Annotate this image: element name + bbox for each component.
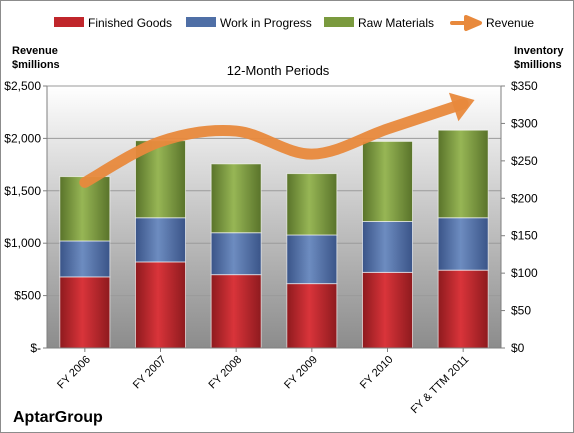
bar-segment-raw-materials (286, 173, 338, 236)
legend-swatch-raw-materials (324, 17, 354, 27)
bar-segment-raw-materials (210, 163, 262, 234)
bar-segment-raw-materials (362, 140, 413, 222)
revenue-arrowhead (448, 92, 475, 122)
bar-segment-finished-goods (362, 271, 413, 349)
bar-segment-finished-goods (210, 274, 262, 349)
right-tick-label: $100 (511, 266, 538, 280)
bar-segment-work-in-progress (286, 234, 338, 285)
left-tick-label: $2,500 (4, 79, 41, 93)
right-axis-title-line1: Inventory (514, 45, 564, 57)
legend-label-work-in-progress: Work in Progress (220, 16, 312, 30)
chart-title: 12-Month Periods (227, 63, 330, 78)
bar-segment-work-in-progress (437, 217, 489, 271)
bar-segment-work-in-progress (362, 220, 413, 273)
bar-segment-finished-goods (286, 283, 338, 349)
legend-label-finished-goods: Finished Goods (88, 16, 172, 30)
company-name: AptarGroup (13, 409, 103, 426)
bar-segment-work-in-progress (210, 232, 262, 276)
right-axis-title-line2: $millions (514, 59, 562, 71)
right-tick-label: $350 (511, 79, 538, 93)
bar-segment-raw-materials (437, 129, 489, 219)
bar-segment-work-in-progress (135, 217, 186, 263)
legend: Finished Goods Work in Progress Raw Mate… (54, 15, 534, 31)
right-tick-label: $200 (511, 191, 538, 205)
legend-swatch-work-in-progress (186, 17, 216, 27)
right-tick-label: $300 (511, 116, 538, 130)
left-tick-label: $2,000 (4, 131, 41, 145)
left-tick-label: $1,500 (4, 184, 41, 198)
right-tick-label: $0 (511, 341, 525, 355)
right-tick-label: $250 (511, 154, 538, 168)
right-tick-label: $50 (511, 304, 531, 318)
legend-label-revenue: Revenue (486, 16, 534, 30)
bar-segment-finished-goods (59, 276, 111, 349)
line-layer (79, 92, 475, 188)
legend-swatch-revenue (450, 15, 482, 31)
bar-segment-work-in-progress (59, 240, 111, 278)
plot-background (47, 86, 501, 348)
left-tick-label: $500 (14, 289, 41, 303)
bar-segment-finished-goods (437, 269, 489, 349)
legend-label-raw-materials: Raw Materials (358, 16, 434, 30)
right-tick-label: $150 (511, 229, 538, 243)
revenue-line (79, 98, 469, 188)
left-tick-label: $1,000 (4, 236, 41, 250)
left-axis-title-line2: $millions (12, 59, 60, 71)
legend-swatch-finished-goods (54, 17, 84, 27)
bar-segment-finished-goods (135, 261, 186, 349)
left-tick-label: $- (30, 341, 41, 355)
left-axis-title-line1: Revenue (12, 45, 58, 57)
